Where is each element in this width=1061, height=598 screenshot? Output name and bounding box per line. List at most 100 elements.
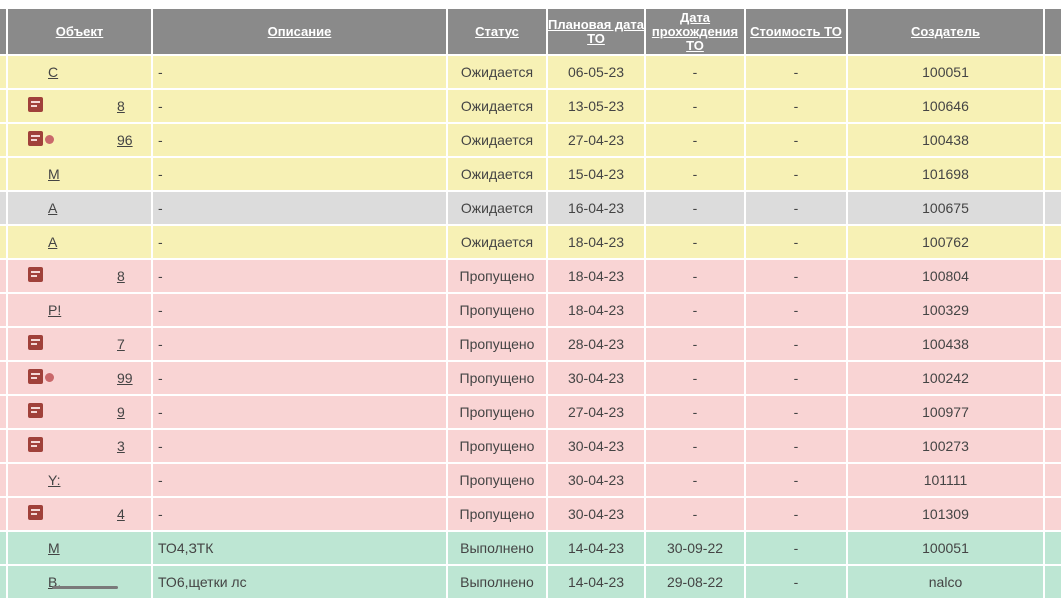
planned-date-cell: 13-05-23 [548, 90, 644, 122]
object-cell: 9 [8, 396, 151, 428]
object-cell: 99 [8, 362, 151, 394]
description-cell: - [153, 90, 446, 122]
object-cell: 96 [8, 124, 151, 156]
object-link[interactable]: Y: [48, 472, 61, 488]
planned-date-cell: 27-04-23 [548, 396, 644, 428]
cost-cell: - [746, 498, 846, 530]
object-cell: М [8, 158, 151, 190]
description-cell: - [153, 226, 446, 258]
row-edge [0, 294, 6, 326]
status-cell: Ожидается [448, 192, 546, 224]
creator-cell: 100977 [848, 396, 1043, 428]
row-edge [0, 192, 6, 224]
pass-date-cell: - [646, 498, 744, 530]
row-end [1045, 328, 1061, 360]
description-cell: ТО4,ЗТК [153, 532, 446, 564]
cost-cell: - [746, 532, 846, 564]
row-end [1045, 124, 1061, 156]
status-cell: Пропущено [448, 328, 546, 360]
document-icon[interactable] [28, 403, 43, 418]
planned-date-cell: 14-04-23 [548, 566, 644, 598]
cost-cell: - [746, 226, 846, 258]
object-link-suffix[interactable]: 8 [117, 268, 125, 284]
row-end [1045, 464, 1061, 496]
planned-date-cell: 15-04-23 [548, 158, 644, 190]
pass-date-cell: - [646, 56, 744, 88]
cost-cell: - [746, 158, 846, 190]
object-link-suffix[interactable]: 9 [117, 404, 125, 420]
column-header-description[interactable]: Описание [153, 9, 446, 54]
object-link[interactable]: М [48, 166, 60, 182]
description-cell: - [153, 56, 446, 88]
status-cell: Ожидается [448, 158, 546, 190]
document-icon[interactable] [28, 369, 43, 384]
object-link[interactable]: А [48, 234, 58, 250]
description-cell: - [153, 328, 446, 360]
pass-date-cell: - [646, 192, 744, 224]
document-icon[interactable] [28, 437, 43, 452]
object-link-suffix[interactable]: 3 [117, 438, 125, 454]
column-header-pass-date[interactable]: Дата прохождения ТО [646, 9, 744, 54]
object-link[interactable]: Р! [48, 302, 62, 318]
row-end [1045, 90, 1061, 122]
horizontal-scrollbar[interactable] [52, 586, 118, 589]
status-cell: Ожидается [448, 56, 546, 88]
status-cell: Пропущено [448, 396, 546, 428]
planned-date-cell: 30-04-23 [548, 498, 644, 530]
object-link-suffix[interactable]: 4 [117, 506, 125, 522]
document-icon[interactable] [28, 131, 43, 146]
planned-date-cell: 30-04-23 [548, 464, 644, 496]
creator-cell: 100646 [848, 90, 1043, 122]
row-end [1045, 294, 1061, 326]
row-edge [0, 464, 6, 496]
object-cell: М [8, 532, 151, 564]
document-icon[interactable] [28, 267, 43, 282]
pass-date-cell: - [646, 396, 744, 428]
object-link-suffix[interactable]: 96 [117, 132, 133, 148]
column-header-object[interactable]: Объект [8, 9, 151, 54]
creator-cell: 100051 [848, 532, 1043, 564]
creator-cell: 100242 [848, 362, 1043, 394]
object-link[interactable]: С [48, 64, 59, 80]
cost-cell: - [746, 396, 846, 428]
description-cell: ТО6,щетки лс [153, 566, 446, 598]
creator-cell: 100329 [848, 294, 1043, 326]
column-header-planned-date[interactable]: Плановая дата ТО [548, 9, 644, 54]
object-link[interactable]: М [48, 540, 60, 556]
column-header-creator[interactable]: Создатель [848, 9, 1043, 54]
planned-date-cell: 30-04-23 [548, 362, 644, 394]
row-edge [0, 158, 6, 190]
description-cell: - [153, 192, 446, 224]
object-link-suffix[interactable]: 8 [117, 98, 125, 114]
object-cell: 4 [8, 498, 151, 530]
column-header-cost[interactable]: Стоимость ТО [746, 9, 846, 54]
creator-cell: 100438 [848, 124, 1043, 156]
status-cell: Выполнено [448, 566, 546, 598]
status-cell: Пропущено [448, 498, 546, 530]
row-end [1045, 260, 1061, 292]
status-cell: Ожидается [448, 124, 546, 156]
object-cell: А [8, 226, 151, 258]
row-edge [0, 260, 6, 292]
column-header-status[interactable]: Статус [448, 9, 546, 54]
description-cell: - [153, 124, 446, 156]
object-link-suffix[interactable]: 7 [117, 336, 125, 352]
row-edge [0, 90, 6, 122]
object-link[interactable]: А [48, 200, 58, 216]
document-icon[interactable] [28, 335, 43, 350]
pass-date-cell: - [646, 430, 744, 462]
row-edge [0, 532, 6, 564]
cost-cell: - [746, 430, 846, 462]
row-end [1045, 158, 1061, 190]
pass-date-cell: - [646, 158, 744, 190]
planned-date-cell: 27-04-23 [548, 124, 644, 156]
document-icon[interactable] [28, 97, 43, 112]
row-end [1045, 192, 1061, 224]
creator-cell: 101309 [848, 498, 1043, 530]
object-link-suffix[interactable]: 99 [117, 370, 133, 386]
document-icon[interactable] [28, 505, 43, 520]
object-cell: В. [8, 566, 151, 598]
status-cell: Ожидается [448, 226, 546, 258]
pass-date-cell: - [646, 294, 744, 326]
